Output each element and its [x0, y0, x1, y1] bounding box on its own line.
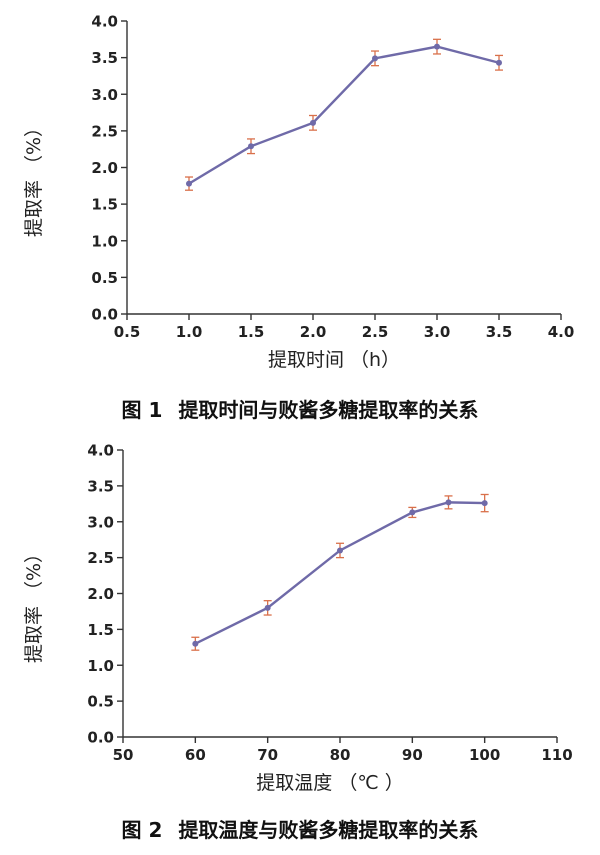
y-tick-label: 3.0	[87, 513, 114, 531]
data-point	[409, 509, 416, 516]
y-tick-label: 0.0	[87, 729, 114, 747]
data-point	[372, 55, 378, 62]
y-tick-label: 3.5	[91, 49, 118, 67]
x-tick-label: 2.0	[300, 323, 327, 341]
y-tick-label: 4.0	[91, 13, 118, 31]
y-tick-label: 0.5	[87, 693, 114, 711]
data-point	[264, 604, 271, 611]
figure-1-title: 提取时间与败酱多糖提取率的关系	[178, 398, 479, 422]
data-point	[192, 640, 199, 647]
y-tick-label: 1.0	[87, 657, 114, 675]
data-point	[337, 547, 343, 554]
x-tick-label: 3.0	[424, 323, 451, 341]
figure-2-caption: 图 2 提取温度与败酱多糖提取率的关系	[0, 814, 600, 843]
y-tick-label: 2.5	[91, 122, 118, 140]
x-tick-label: 0.5	[114, 323, 141, 341]
figure-1-caption: 图 1 提取时间与败酱多糖提取率的关系	[0, 394, 600, 423]
y-tick-label: 1.5	[87, 621, 114, 639]
y-tick-label: 1.0	[91, 232, 118, 250]
x-tick-label: 60	[185, 746, 206, 764]
x-tick-label: 90	[402, 746, 423, 764]
figure-2: 0.0 0.5 1.0 1.5 2.0 2.5 3.0 3.5 4.0 50 60 70 80 90 100…	[0, 430, 600, 855]
figure-1-number: 图 1	[121, 398, 163, 422]
y-tick-label: 4.0	[87, 442, 114, 460]
y-tick-label: 0.0	[91, 306, 118, 324]
chart-1: 0.00.51.01.52.02.53.03.54.00.5 1.0 1.5 2.0 2…	[23, 13, 575, 372]
y-axis-title: 提取率 （%）	[23, 118, 45, 237]
x-tick-label: 1.0	[176, 323, 203, 341]
x-tick-label: 80	[330, 746, 351, 764]
y-tick-label: 1.5	[91, 196, 118, 214]
data-point	[445, 499, 452, 506]
data-point	[248, 143, 254, 150]
y-tick-label: 2.5	[87, 549, 114, 567]
series-line	[194, 501, 485, 645]
x-tick-label: 70	[257, 746, 278, 764]
data-point	[481, 500, 488, 507]
x-tick-label: 4.0	[548, 323, 575, 341]
y-tick-label: 2.0	[91, 159, 118, 177]
figure-1: 0.0 0.5 1.0 1.5 2.0 2.5 3.0 3.5 4.0 0.5 1.0 1.5 2.0 2…	[0, 13, 600, 423]
y-tick-label: 2.0	[87, 585, 114, 603]
data-point	[434, 43, 440, 50]
x-tick-label: 1.5	[238, 323, 265, 341]
chart-2: 0.0 0.5 1.0 1.5 2.0 2.5 3.0 3.5 4.0 50 60 70 80 90 100…	[23, 442, 573, 795]
data-point	[496, 59, 502, 66]
series-line	[188, 45, 500, 185]
x-tick-label: 3.5	[486, 323, 513, 341]
y-tick-label: 0.5	[91, 269, 118, 287]
x-tick-label: 2.5	[362, 323, 389, 341]
x-axis-title: 提取时间 （h）	[268, 349, 400, 371]
x-tick-label: 110	[541, 746, 572, 764]
y-axis-title: 提取率 （%）	[23, 544, 45, 663]
x-tick-label: 50	[113, 746, 134, 764]
data-point	[310, 119, 316, 126]
figure-2-title: 提取温度与败酱多糖提取率的关系	[178, 818, 479, 842]
y-tick-label: 3.5	[87, 477, 114, 495]
x-axis-title: 提取温度 （℃ ）	[256, 772, 403, 794]
figure-2-number: 图 2	[121, 818, 163, 842]
data-point	[186, 180, 192, 187]
y-tick-label: 3.0	[91, 86, 118, 104]
x-tick-label: 100	[469, 746, 500, 764]
